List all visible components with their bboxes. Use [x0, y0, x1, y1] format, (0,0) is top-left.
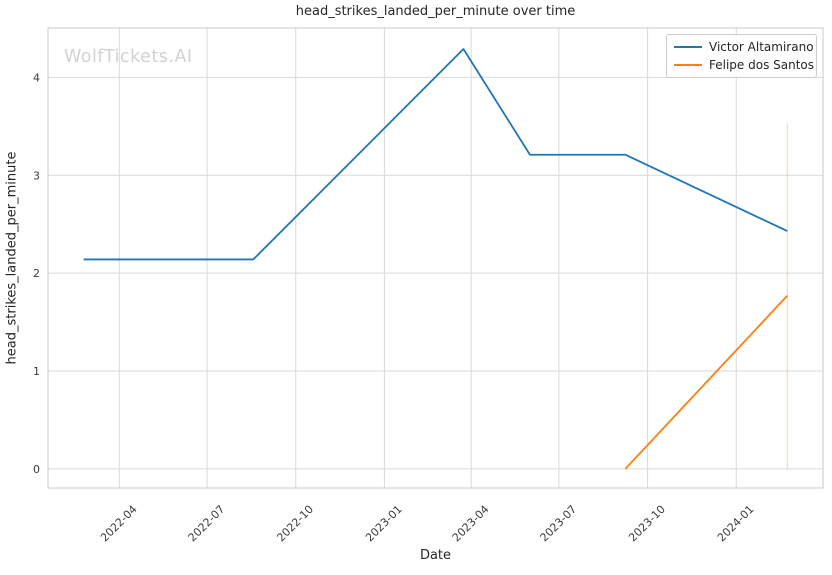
y-tick-label: 1	[33, 365, 40, 378]
x-tick-label: 2023-04	[450, 503, 492, 545]
x-axis-label: Date	[419, 548, 452, 563]
x-tick-label: 2024-01	[715, 503, 757, 545]
y-axis-label: head_strikes_landed_per_minute	[4, 151, 20, 365]
y-tick-label: 3	[33, 169, 40, 182]
plot-border	[47, 27, 824, 489]
legend-item-label: Victor Altamirano	[709, 40, 814, 54]
x-tick-label: 2022-07	[186, 503, 228, 545]
series-line-victor-altamirano	[83, 48, 788, 261]
x-tick-label: 2022-04	[98, 503, 140, 545]
legend-line-sample	[674, 64, 702, 66]
y-tick-label: 4	[33, 71, 40, 84]
chart-title: head_strikes_landed_per_minute over time	[295, 4, 576, 19]
watermark: WolfTickets.AI	[64, 47, 193, 67]
legend-line-sample	[674, 46, 702, 48]
x-tick-label: 2023-10	[626, 503, 668, 545]
legend-item-label: Felipe dos Santos	[709, 58, 815, 72]
x-tick-label: 2022-10	[274, 503, 316, 545]
x-tick-label: 2023-07	[538, 503, 580, 545]
legend-item: Victor Altamirano	[674, 40, 814, 54]
series-line-felipe-dos-santos	[624, 295, 788, 470]
y-tick-label: 0	[33, 463, 40, 476]
y-tick-label: 2	[33, 267, 40, 280]
legend-item: Felipe dos Santos	[674, 58, 814, 72]
x-tick-label: 2023-01	[363, 503, 405, 545]
legend: Victor Altamirano Felipe dos Santos	[666, 34, 817, 78]
